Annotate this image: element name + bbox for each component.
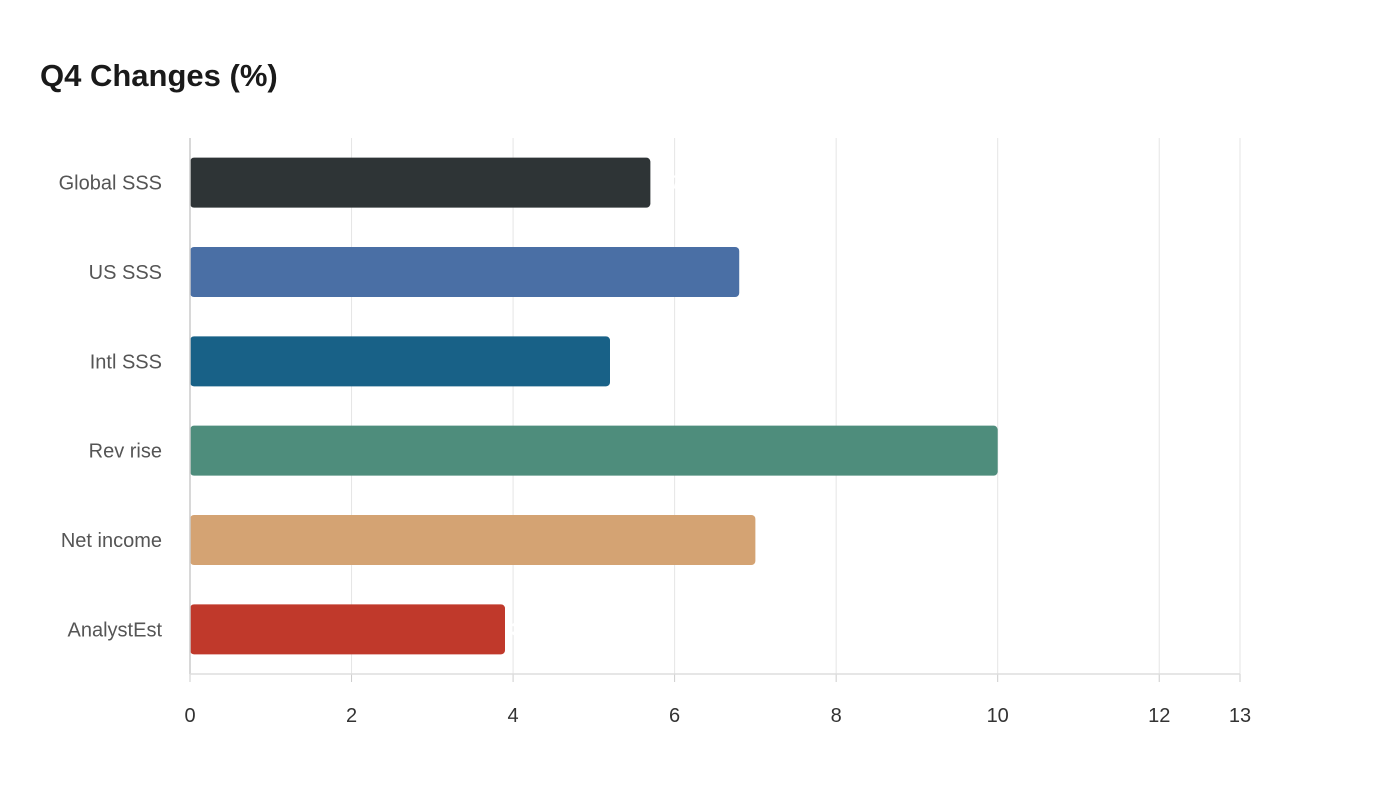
gridlines bbox=[189, 138, 1241, 674]
category-label: Rev rise bbox=[89, 441, 162, 463]
axes bbox=[189, 138, 1241, 682]
x-tick-label: 12 bbox=[1148, 705, 1170, 727]
value-label: 10 bbox=[1004, 441, 1024, 461]
value-label: 5.2 bbox=[616, 351, 641, 371]
value-label: 3.9 bbox=[511, 619, 536, 639]
category-label: AnalystEst bbox=[68, 619, 163, 641]
value-label: 5.7 bbox=[656, 173, 681, 193]
x-tick-label: 13 bbox=[1229, 705, 1251, 727]
x-tick-label: 8 bbox=[831, 705, 842, 727]
x-tick-label: 0 bbox=[184, 705, 195, 727]
bar-analystest bbox=[190, 604, 505, 655]
category-label: Intl SSS bbox=[90, 351, 162, 373]
category-label: Global SSS bbox=[59, 173, 162, 195]
x-tick-label: 6 bbox=[669, 705, 680, 727]
x-tick-label: 2 bbox=[346, 705, 357, 727]
x-tick-label: 4 bbox=[508, 705, 519, 727]
bars bbox=[190, 157, 998, 655]
bar-global-sss bbox=[190, 157, 651, 208]
bar-net-income bbox=[190, 514, 756, 566]
category-label: Net income bbox=[61, 530, 162, 552]
chart-title: Q4 Changes (%) bbox=[40, 58, 278, 93]
x-tick-label: 10 bbox=[987, 705, 1009, 727]
bar-intl-sss bbox=[190, 336, 610, 387]
labels: 0 2 4 6 8 10 12 13 Global SSS 5.7 US SSS 6.8 Intl SS… bbox=[59, 173, 1252, 727]
category-label: US SSS bbox=[89, 262, 162, 284]
bar-us-sss bbox=[190, 246, 740, 298]
value-label: 7 bbox=[761, 530, 771, 550]
value-label: 6.8 bbox=[745, 262, 770, 282]
bar-rev-rise bbox=[190, 425, 998, 476]
